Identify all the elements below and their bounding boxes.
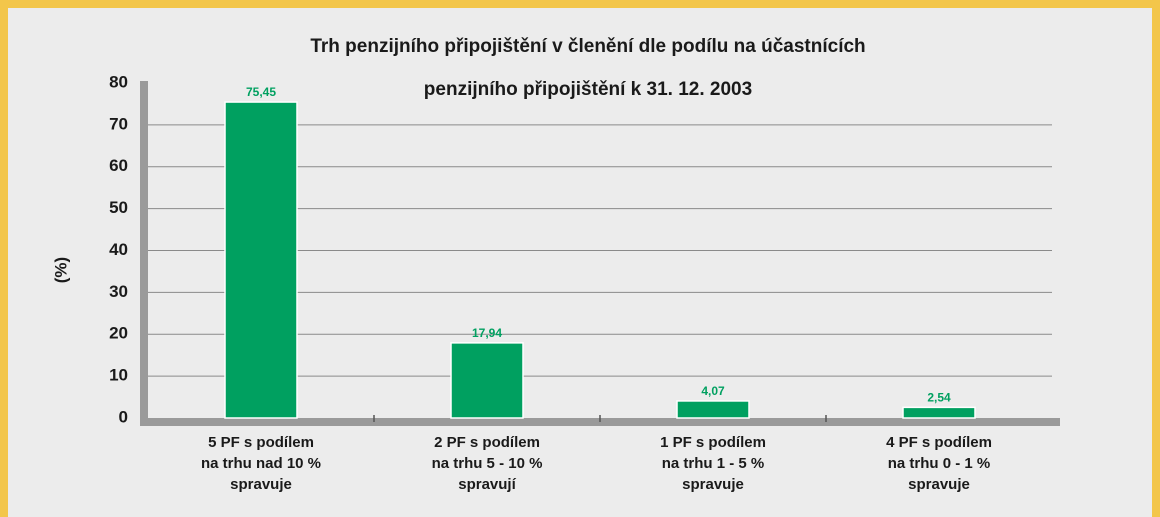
- chart-title: penzijního připojištění k 31. 12. 2003: [424, 79, 752, 100]
- x-tick-label: 1 PF s podílem: [660, 434, 766, 451]
- y-axis: [140, 81, 148, 426]
- x-tick-label: spravuje: [682, 476, 744, 493]
- bar: [676, 400, 750, 419]
- data-label: 2,54: [927, 391, 951, 405]
- data-label: 75,45: [246, 85, 276, 99]
- data-label: 17,94: [472, 326, 502, 340]
- bar: [224, 101, 298, 419]
- x-tick-label: na trhu 5 - 10 %: [432, 455, 543, 472]
- y-axis-label: (%): [51, 257, 70, 283]
- y-tick-label: 70: [109, 114, 128, 133]
- y-tick-label: 0: [119, 407, 128, 426]
- background: [8, 8, 1152, 517]
- chart-title: Trh penzijního připojištění v členění dl…: [310, 36, 865, 57]
- y-tick-label: 10: [109, 366, 128, 385]
- y-tick-label: 40: [109, 240, 128, 259]
- x-tick-label: 2 PF s podílem: [434, 434, 540, 451]
- y-tick-label: 50: [109, 198, 128, 217]
- bar: [450, 342, 524, 419]
- y-tick-label: 20: [109, 324, 128, 343]
- data-label: 4,07: [701, 384, 725, 398]
- x-tick-label: na trhu nad 10 %: [201, 455, 321, 472]
- y-tick-label: 80: [109, 72, 128, 91]
- x-tick-label: spravuje: [230, 476, 292, 493]
- x-tick-label: 5 PF s podílem: [208, 434, 314, 451]
- y-tick-label: 30: [109, 282, 128, 301]
- x-tick-label: na trhu 0 - 1 %: [888, 455, 991, 472]
- x-tick-label: na trhu 1 - 5 %: [662, 455, 765, 472]
- x-tick-label: spravuje: [908, 476, 970, 493]
- bar: [902, 406, 976, 419]
- x-tick-label: 4 PF s podílem: [886, 434, 992, 451]
- y-tick-label: 60: [109, 156, 128, 175]
- x-tick-label: spravují: [458, 476, 516, 493]
